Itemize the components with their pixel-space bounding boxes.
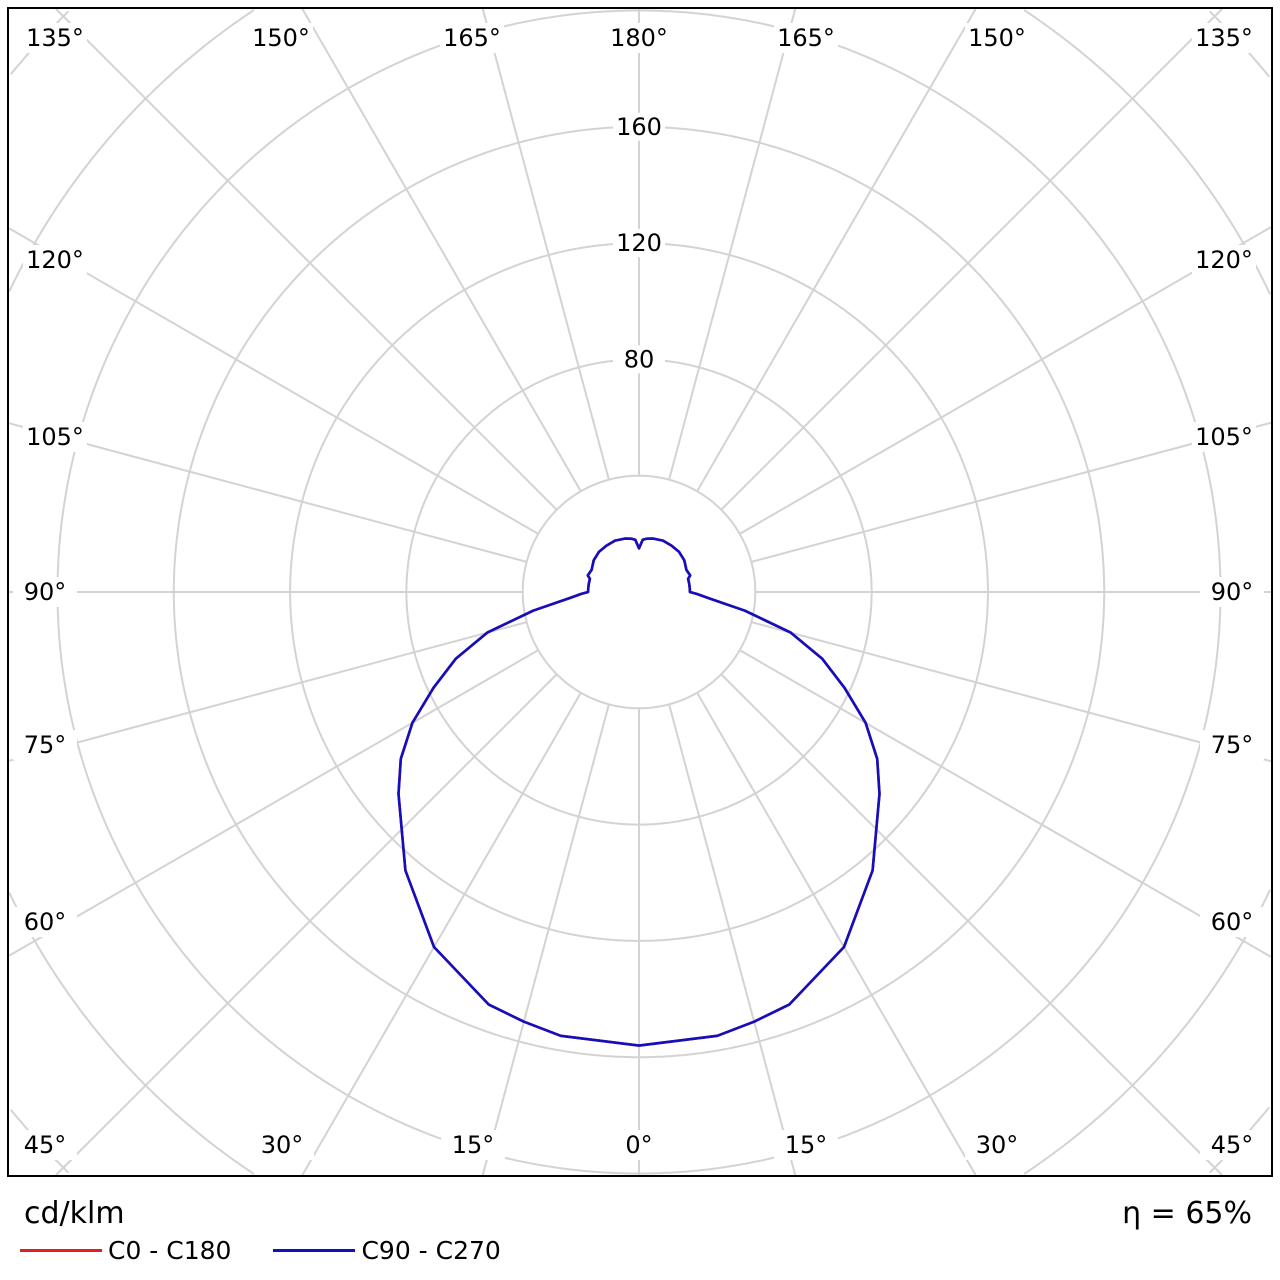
grid-spoke — [668, 704, 797, 1176]
angle-label-top: 165° — [777, 24, 835, 52]
angle-label-top: 135° — [26, 24, 84, 52]
angle-label-top: 135° — [1195, 24, 1253, 52]
angle-label-top: 150° — [252, 24, 310, 52]
grid-spoke — [481, 704, 610, 1176]
legend-item-c0: C0 - C180 — [20, 1236, 231, 1265]
grid-spoke — [751, 421, 1272, 563]
radial-tick-label: 120 — [616, 229, 662, 257]
angle-label-bg — [965, 1130, 1029, 1160]
angle-label-bottom: 15° — [785, 1131, 828, 1159]
legend-swatch-c90 — [273, 1249, 356, 1252]
grid-spoke — [301, 8, 582, 492]
legend-swatch-c0 — [20, 1249, 102, 1252]
angle-label-right: 75° — [1211, 731, 1254, 759]
angle-label-bg — [774, 1130, 838, 1160]
angle-label-bg — [607, 1130, 671, 1160]
angle-label-bottom: 30° — [261, 1131, 304, 1159]
angle-label-right: 120° — [1195, 246, 1253, 274]
grid-spoke — [8, 621, 527, 762]
angle-label-bg — [965, 23, 1029, 53]
angle-label-bg — [13, 730, 77, 760]
angle-label-bg — [1192, 23, 1256, 53]
angle-label-left: 60° — [24, 908, 67, 936]
radial-tick-label: 160 — [616, 113, 662, 141]
angle-label-bg — [13, 907, 77, 937]
radial-label-bg — [613, 112, 665, 141]
grid-spoke — [481, 8, 610, 480]
grid-spoke — [696, 8, 977, 492]
angle-label-bg — [13, 1130, 77, 1160]
grid-spoke — [696, 692, 977, 1176]
angle-label-top: 150° — [968, 24, 1026, 52]
angle-label-right: 45° — [1211, 1131, 1254, 1159]
angle-label-bg — [1192, 245, 1256, 275]
radial-label-bg — [613, 345, 665, 374]
angle-label-bg — [1200, 1130, 1264, 1160]
angle-label-right: 90° — [1211, 578, 1254, 606]
grid-circle-240 — [8, 9, 1272, 1175]
grid-spoke — [751, 621, 1272, 763]
legend-label-c0: C0 - C180 — [108, 1236, 232, 1265]
angle-label-top: 180° — [610, 24, 668, 52]
grid-spoke — [720, 673, 1223, 1176]
legend-label-c90: C90 - C270 — [361, 1236, 501, 1265]
grid-spoke — [55, 673, 558, 1176]
angle-label-bottom: 15° — [452, 1131, 495, 1159]
grid-spoke — [8, 227, 539, 535]
grid-spoke — [301, 692, 582, 1176]
angle-label-bg — [441, 1130, 505, 1160]
grid-spoke — [8, 649, 539, 957]
angle-label-top: 165° — [443, 24, 501, 52]
angle-label-left: 90° — [24, 578, 67, 606]
radial-tick-label: 80 — [624, 345, 655, 373]
angle-label-bg — [250, 1130, 314, 1160]
angle-label-bg — [607, 23, 671, 53]
angle-label-left: 75° — [24, 731, 67, 759]
chart-frame — [7, 7, 1273, 1177]
radial-label-bg — [613, 229, 665, 258]
angle-label-bg — [1200, 907, 1264, 937]
angle-label-bg — [440, 23, 504, 53]
grid: 80 120 160 — [8, 8, 1272, 1176]
angle-label-bg — [774, 23, 838, 53]
angle-label-bg — [23, 23, 87, 53]
grid-spoke — [55, 8, 558, 511]
angle-label-bottom: 0° — [625, 1131, 652, 1159]
legend: C0 - C180 C90 - C270 — [20, 1236, 543, 1265]
angle-label-bg — [1192, 422, 1256, 452]
angle-label-bg — [1200, 730, 1264, 760]
series-curve-1 — [397, 537, 881, 1047]
angle-label-bg — [249, 23, 313, 53]
efficiency-label: η = 65% — [1122, 1196, 1252, 1231]
unit-label: cd/klm — [24, 1196, 125, 1231]
grid-spoke — [739, 649, 1272, 958]
angle-label-left: 105° — [26, 423, 84, 451]
grid-spoke — [8, 422, 527, 563]
angle-label-bottom: 30° — [976, 1131, 1019, 1159]
grid-spoke — [720, 8, 1223, 511]
curves — [397, 537, 881, 1047]
grid-circle-40 — [521, 474, 757, 710]
legend-item-c90: C90 - C270 — [273, 1236, 501, 1265]
grid-spoke — [668, 8, 797, 480]
angle-label-left: 45° — [24, 1131, 67, 1159]
axis-labels: 135° 150° 165° 180° 165° 150° 135° 120° 105° 90° 7… — [13, 23, 1264, 1160]
angle-label-bg — [1200, 577, 1264, 607]
angle-label-bg — [23, 245, 87, 275]
grid-spoke — [739, 226, 1272, 535]
angle-label-right: 60° — [1211, 908, 1254, 936]
angle-label-bg — [13, 577, 77, 607]
angle-label-right: 105° — [1195, 423, 1253, 451]
angle-label-bg — [23, 422, 87, 452]
angle-label-left: 120° — [26, 246, 84, 274]
